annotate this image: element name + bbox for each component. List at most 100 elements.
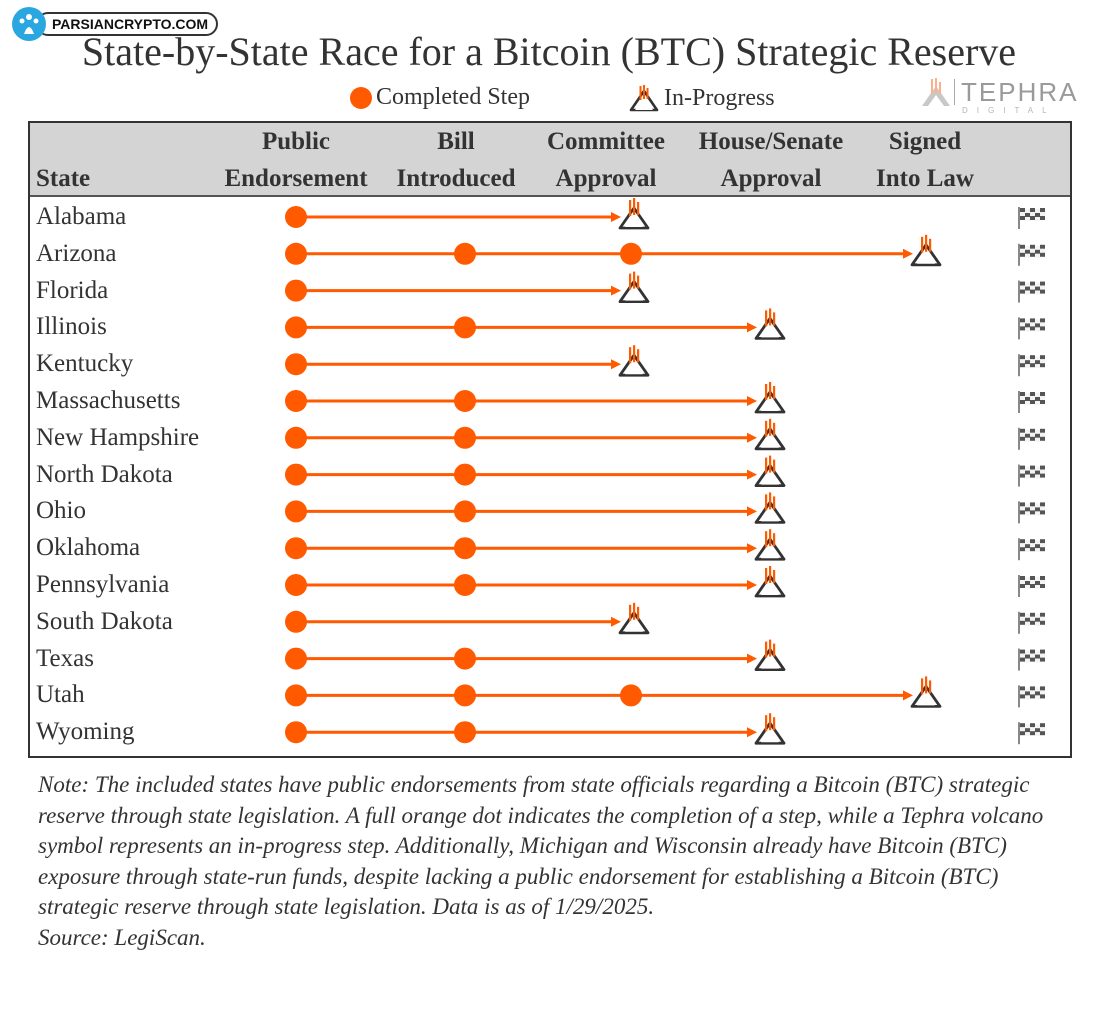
progress-arrowhead-utah <box>903 690 913 701</box>
header-house-senate-approval: House/Senate Approval <box>698 128 844 192</box>
legend-completed: Completed Step <box>350 84 530 111</box>
table-header <box>30 123 1070 197</box>
finish-flag-icon-ohio <box>1018 501 1045 524</box>
progress-arrowhead-massachusetts <box>747 396 757 406</box>
in-progress-volcano-icon-pennsylvania <box>754 566 786 598</box>
state-label-illinois: Illinois <box>36 313 107 341</box>
progress-arrowhead-ohio <box>747 506 757 517</box>
header-state: State <box>36 165 91 192</box>
state-label-north-dakota: North Dakota <box>36 460 173 488</box>
finish-flag-icon-oklahoma <box>1018 538 1045 561</box>
in-progress-volcano-icon-utah <box>910 676 942 708</box>
in-progress-volcano-icon-texas <box>754 639 786 671</box>
completed-dot-alabama-1 <box>285 206 307 228</box>
completed-dot-massachusetts-1 <box>285 390 307 412</box>
progress-arrowhead-alabama <box>611 212 621 222</box>
state-label-south-dakota: South Dakota <box>36 607 173 635</box>
finish-flag-icon-pennsylvania <box>1018 575 1045 597</box>
completed-dot-oklahoma-2 <box>454 537 476 560</box>
brand-name: TEPHRA <box>954 79 1078 105</box>
in-progress-volcano-icon-south-dakota <box>618 602 650 635</box>
in-progress-volcano-icon-ohio <box>754 492 786 524</box>
completed-dot-arizona-3 <box>620 242 642 265</box>
state-label-pennsylvania: Pennsylvania <box>36 571 170 598</box>
state-label-ohio: Ohio <box>36 497 86 525</box>
completed-dot-pennsylvania-1 <box>285 574 307 596</box>
completed-dot-illinois-2 <box>454 316 476 339</box>
note-text: Note: The included states have public en… <box>38 772 1044 919</box>
progress-arrowhead-arizona <box>903 248 913 259</box>
completed-dot-massachusetts-2 <box>454 390 476 412</box>
completed-dot-ohio-2 <box>454 500 476 523</box>
watermark: PARSIANCRYPTO.COM <box>12 6 219 42</box>
completed-dot-pennsylvania-2 <box>454 574 476 596</box>
finish-flag-icon-kentucky <box>1018 354 1045 377</box>
completed-dot-utah-2 <box>454 684 476 707</box>
source-text: Source: LegiScan. <box>38 924 206 950</box>
completed-dot-ohio-1 <box>285 500 307 523</box>
progress-arrowhead-north-dakota <box>747 469 757 480</box>
legend: Completed Step In-Progress <box>0 84 1098 116</box>
in-progress-volcano-icon-alabama <box>618 198 650 230</box>
in-progress-volcano-icon-new-hampshire <box>754 418 786 451</box>
progress-arrowhead-new-hampshire <box>747 432 757 443</box>
legend-in-progress-label: In-Progress <box>664 84 775 111</box>
finish-flag-icon-wyoming <box>1018 722 1045 745</box>
progress-arrowhead-pennsylvania <box>747 580 757 590</box>
completed-dot-texas-2 <box>454 647 476 670</box>
header-public-endorsement: Public Endorsement <box>224 128 368 192</box>
legend-completed-label: Completed Step <box>376 84 530 110</box>
finish-flag-icon-texas <box>1018 648 1045 671</box>
finish-flag-icon-south-dakota <box>1018 611 1045 634</box>
progress-arrowhead-south-dakota <box>611 616 621 627</box>
completed-dot-wyoming-1 <box>285 721 307 744</box>
state-label-massachusetts: Massachusetts <box>36 387 181 414</box>
in-progress-volcano-icon-massachusetts <box>754 382 786 414</box>
completed-dot-florida-1 <box>285 279 307 302</box>
completed-dot-new-hampshire-1 <box>285 426 307 449</box>
footnote: Note: The included states have public en… <box>38 770 1068 953</box>
in-progress-volcano-icon-illinois <box>754 308 786 340</box>
progress-arrowhead-florida <box>611 285 621 296</box>
header-committee-approval: Committee Approval <box>547 128 665 192</box>
watermark-logo-icon <box>12 7 46 41</box>
finish-flag-icon-florida <box>1018 280 1045 303</box>
in-progress-volcano-icon-kentucky <box>618 345 650 377</box>
volcano-icon <box>629 85 659 112</box>
completed-dot-texas-1 <box>285 647 307 670</box>
finish-flag-icon-utah <box>1018 685 1045 708</box>
in-progress-volcano-icon-florida <box>618 271 650 304</box>
header-signed-into-law: Signed Into Law <box>876 128 974 192</box>
progress-arrowhead-kentucky <box>611 359 621 370</box>
completed-dot-north-dakota-1 <box>285 463 307 486</box>
brand-logo: TEPHRA DIGITAL <box>918 76 1078 115</box>
tephra-logo-icon <box>922 78 950 106</box>
completed-dot-arizona-1 <box>285 242 307 265</box>
progress-chart <box>285 198 1045 745</box>
chart-title: State-by-State Race for a Bitcoin (BTC) … <box>81 29 1017 74</box>
completed-dot-icon <box>350 86 372 109</box>
completed-dot-utah-3 <box>620 684 642 707</box>
progress-arrowhead-texas <box>747 653 757 664</box>
completed-dot-utah-1 <box>285 684 307 707</box>
state-label-oklahoma: Oklahoma <box>36 534 141 562</box>
state-label-alabama: Alabama <box>36 203 127 230</box>
finish-flag-icon-new-hampshire <box>1018 427 1045 450</box>
completed-dot-arizona-2 <box>454 242 476 265</box>
state-label-arizona: Arizona <box>36 239 117 267</box>
progress-arrowhead-oklahoma <box>747 543 757 554</box>
in-progress-volcano-icon-north-dakota <box>754 455 786 488</box>
completed-dot-north-dakota-2 <box>454 463 476 486</box>
completed-dot-oklahoma-1 <box>285 537 307 560</box>
brand-sub: DIGITAL <box>962 106 1056 115</box>
finish-flag-icon-north-dakota <box>1018 464 1045 487</box>
state-label-utah: Utah <box>36 681 85 709</box>
header-bill-introduced: Bill Introduced <box>396 128 516 192</box>
state-label-new-hampshire: New Hampshire <box>36 423 200 451</box>
progress-arrowhead-illinois <box>747 322 757 333</box>
finish-flag-icon-alabama <box>1018 207 1045 229</box>
completed-dot-illinois-1 <box>285 316 307 339</box>
progress-table: State Public Endorsement Bill Introduced C… <box>28 121 1072 758</box>
completed-dot-south-dakota-1 <box>285 610 307 633</box>
legend-in-progress: In-Progress <box>628 84 775 112</box>
